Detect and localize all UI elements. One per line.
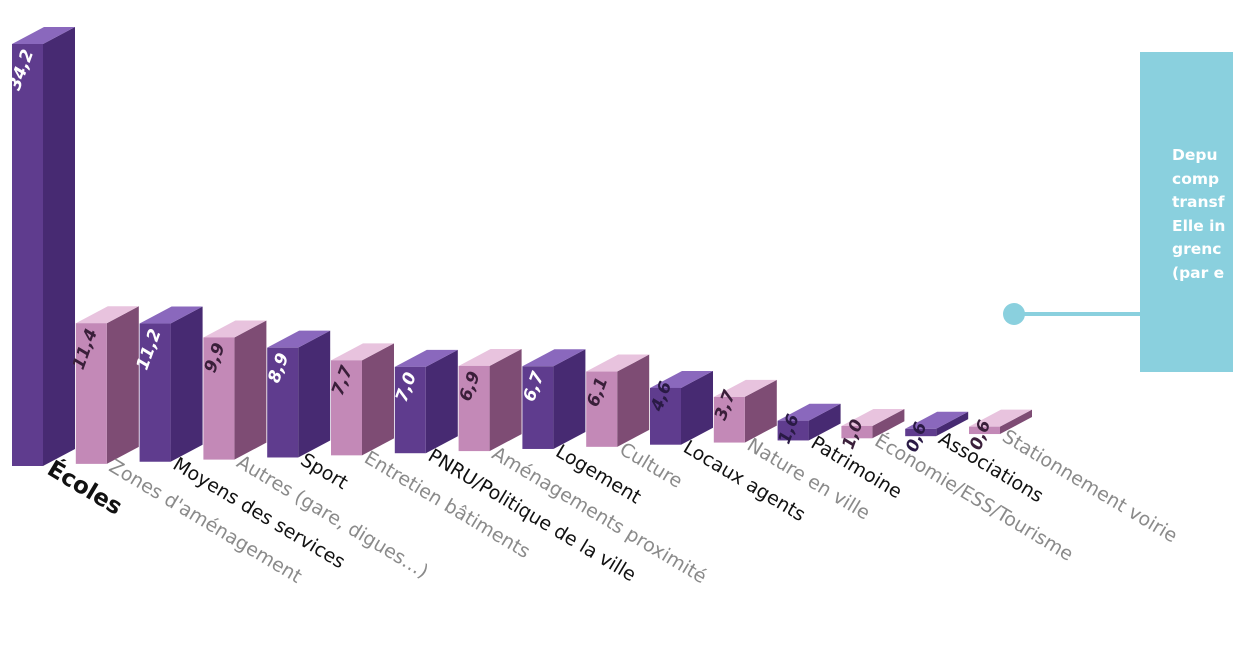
info-line: grenc	[1172, 240, 1222, 258]
info-box: Depu comp transf Elle in grenc (par e	[1140, 52, 1233, 372]
bar-side-face	[681, 370, 713, 445]
info-text: Depu comp transf Elle in grenc (par e	[1172, 144, 1233, 285]
bar-front-face	[75, 323, 107, 464]
bar: 3,7	[711, 379, 777, 443]
bar: 1,0	[839, 408, 905, 452]
bar-top-face	[969, 409, 1032, 427]
bar-front-face	[331, 360, 362, 456]
bar-side-face	[553, 349, 586, 449]
bar: 6,7	[520, 349, 586, 449]
bar-side-face	[744, 379, 777, 443]
bar-front-face	[905, 428, 937, 437]
bar-side-face	[234, 320, 267, 460]
bar: 9,9	[201, 320, 267, 460]
bar-side-face	[43, 27, 75, 466]
bar-side-face	[936, 411, 969, 437]
bar-front-face	[586, 371, 618, 447]
bar-front-face	[203, 337, 235, 460]
bar-front-face	[394, 366, 426, 454]
bar-side-face	[872, 408, 905, 439]
bar-top-face	[841, 408, 905, 426]
bar-front-face	[267, 347, 299, 458]
bar-front-face	[458, 365, 490, 452]
bar-side-face	[170, 306, 203, 462]
bar-side-face	[106, 306, 139, 464]
bar-top-face	[267, 330, 331, 348]
bar: 0,6	[966, 409, 1032, 453]
bar-top-face	[203, 320, 267, 338]
bar-front-face	[522, 366, 554, 449]
bar: 4,6	[647, 370, 713, 445]
info-line: comp	[1172, 169, 1220, 188]
bar-top-face	[331, 343, 394, 361]
bar: 34,2	[5, 27, 75, 466]
info-line: Depu	[1172, 146, 1218, 164]
bar-top-face	[650, 370, 713, 388]
bar: 6,1	[583, 354, 650, 447]
bars-group: 34,211,4 11,2 9,9 8,9 7,7 7,0 6,9 6,7 6,1 4,6 3,7 1…	[5, 27, 1032, 466]
bar: 7,0	[392, 349, 458, 454]
bar-side-face	[298, 330, 331, 458]
bar-top-face	[394, 349, 458, 367]
bar-top-face	[12, 27, 75, 44]
bar: 6,9	[456, 348, 522, 452]
bar: 11,2	[133, 306, 203, 462]
bar-front-face	[139, 323, 171, 462]
bar-side-face	[808, 403, 841, 441]
bar-top-face	[75, 306, 139, 324]
bar-front-face	[713, 396, 745, 443]
bar-top-face	[713, 379, 777, 397]
bar-side-face	[1000, 409, 1032, 435]
info-line: transf	[1172, 193, 1225, 211]
bar: 8,9	[264, 330, 331, 458]
bar-top-face	[139, 306, 203, 324]
bar-front-face	[969, 426, 1000, 435]
info-line: Elle in	[1172, 216, 1226, 235]
bar-side-face	[362, 343, 394, 456]
info-line: (par e	[1172, 263, 1225, 282]
bar: 7,7	[328, 343, 394, 456]
bar-top-face	[905, 411, 969, 429]
bar: 11,4	[69, 306, 139, 464]
bar-front-face	[841, 425, 873, 439]
bar-front-face	[650, 387, 681, 445]
connector-dot	[1003, 303, 1025, 325]
bar-side-face	[617, 354, 650, 447]
connector-line	[1014, 312, 1142, 316]
bar-top-face	[522, 349, 586, 367]
bar-front-face	[777, 420, 809, 441]
bar-top-face	[777, 403, 841, 421]
bar-top-face	[586, 354, 650, 372]
bar-side-face	[425, 349, 458, 454]
bar-front-face	[12, 44, 43, 466]
bar-side-face	[489, 348, 522, 452]
bar-top-face	[458, 348, 522, 366]
